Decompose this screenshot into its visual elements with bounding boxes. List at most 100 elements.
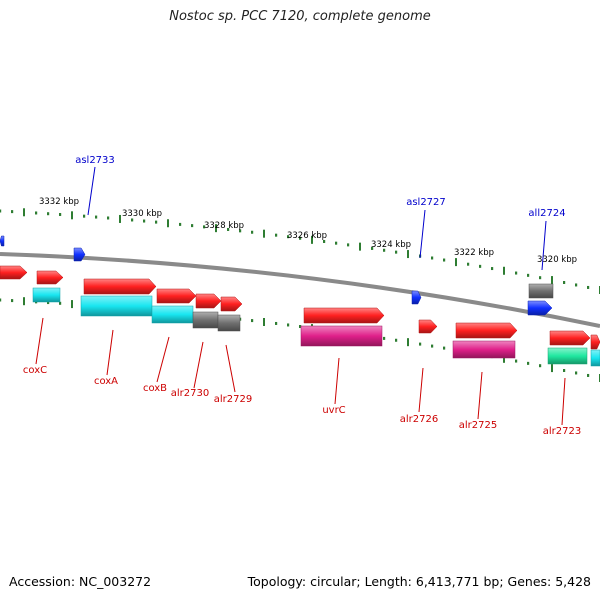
scale-tick-label: 3322 kbp [454, 248, 494, 258]
inner-tick [287, 323, 290, 327]
gene-labels: asl2733 asl2727 all2724 coxC coxA coxB alr2730… [23, 155, 581, 437]
inner-tick [443, 346, 446, 350]
outer-tick [71, 211, 73, 220]
cds-box-alr2725 [452, 340, 516, 359]
outer-tick [479, 264, 482, 268]
inner-tick [407, 338, 409, 347]
scale-tick-label: 3324 kbp [371, 240, 411, 250]
gene-arrow-coxC [36, 270, 64, 285]
cds-box-coxA [80, 295, 153, 317]
outer-tick [167, 219, 169, 228]
gene-arrow-red [590, 334, 600, 350]
inner-tick [551, 364, 553, 373]
outer-tick [239, 229, 242, 233]
outer-tick [311, 235, 313, 244]
label-connector [477, 371, 483, 420]
outer-tick [407, 250, 409, 259]
cds-box-uvrC [300, 325, 383, 347]
gene-label: alr2723 [543, 426, 581, 437]
outer-tick [131, 218, 134, 222]
inner-tick [575, 371, 578, 375]
gene-label: alr2730 [171, 388, 209, 399]
gene-arrow-asl2733 [73, 247, 86, 262]
inner-tick [515, 359, 518, 363]
inner-tick [47, 301, 50, 305]
gene-arrow-all2724 [527, 300, 553, 316]
label-connector [418, 367, 424, 413]
inner-tick [299, 325, 302, 328]
scale-tick-label: 3332 kbp [39, 197, 79, 207]
inner-tick [71, 300, 73, 309]
outer-tick [323, 239, 326, 243]
outer-tick [503, 266, 505, 275]
gene-arrow-alr2730 [195, 293, 222, 309]
inner-tick [275, 321, 278, 325]
outer-tick [515, 271, 518, 275]
accession-text: Accession: NC_003272 [9, 574, 152, 589]
outer-tick [371, 246, 374, 250]
outer-tick [59, 212, 62, 216]
genome-backbone [0, 252, 600, 328]
outer-tick [539, 276, 542, 280]
inner-tick [419, 342, 422, 346]
inner-tick [503, 354, 505, 363]
outer-tick [95, 215, 98, 219]
gene-arrow-uvrC [303, 307, 385, 324]
gene-arrow-red [0, 265, 28, 280]
outer-tick [179, 222, 182, 226]
outer-tick [575, 283, 578, 287]
inner-tick [0, 298, 2, 302]
inner-tick [563, 369, 566, 372]
gene-arrow-coxA [83, 278, 157, 295]
inner-tick [395, 338, 398, 342]
scale-tick-label: 3328 kbp [204, 221, 244, 231]
outer-tick [263, 229, 265, 238]
outer-tick [455, 258, 457, 267]
cds-box-cyan [590, 349, 600, 367]
label-connector [419, 209, 426, 259]
scale-tick-label: 3326 kbp [287, 231, 327, 241]
outer-tick [359, 242, 361, 251]
outer-tick [47, 212, 50, 216]
label-connector [35, 317, 44, 365]
gene-label: coxB [143, 383, 167, 394]
gene-arrow-blue [0, 235, 5, 247]
label-connector [561, 377, 566, 426]
gene-label: asl2733 [75, 155, 115, 166]
gene-label: alr2726 [400, 414, 438, 425]
outer-tick [275, 233, 278, 237]
inner-tick [59, 301, 62, 305]
gene-arrow-alr2723 [549, 330, 591, 346]
cds-box-coxC [32, 287, 61, 303]
gene-label: alr2725 [459, 420, 497, 431]
outer-tick [251, 230, 254, 234]
outer-tick [527, 273, 530, 277]
scale-tick-label: 3330 kbp [122, 209, 162, 219]
label-connectors [35, 166, 566, 426]
outer-tick [23, 208, 25, 217]
outer-tick [395, 250, 398, 254]
outer-tick [227, 227, 230, 231]
label-connector [334, 357, 340, 405]
inner-tick [383, 336, 386, 340]
gene-arrow-coxB [156, 288, 197, 304]
gene-arrow-alr2729 [220, 296, 243, 312]
outer-tick [467, 262, 470, 266]
label-connector [87, 166, 96, 216]
inner-tick [587, 373, 590, 377]
label-connector [225, 344, 236, 393]
gene-label: coxA [94, 376, 118, 387]
gene-arrow-alr2726 [418, 319, 438, 334]
cds-box-coxB [151, 305, 194, 324]
label-connector [193, 341, 204, 389]
outer-tick [119, 214, 121, 223]
outer-tick [35, 211, 38, 215]
outer-tick [0, 209, 2, 213]
inner-tick [23, 297, 25, 306]
outer-tick [83, 214, 86, 218]
outer-tick [155, 220, 158, 224]
outer-tick [563, 280, 566, 284]
outer-tick [107, 216, 110, 220]
outer-tick [491, 267, 494, 271]
